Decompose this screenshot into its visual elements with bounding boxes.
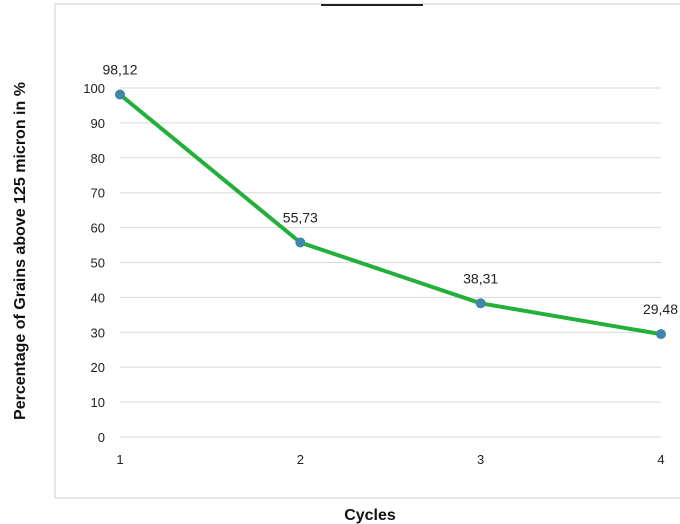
y-tick-label: 0: [98, 430, 105, 445]
data-point: [295, 237, 306, 248]
x-tick-label: 3: [477, 452, 484, 467]
x-axis-title: Cycles: [344, 507, 396, 524]
series-group: 98,12 55,73 38,31 29,48: [102, 62, 678, 340]
y-tick-label: 90: [91, 116, 105, 131]
y-axis-ticks: 0 10 20 30 40 50 60 70 80 90 100: [83, 81, 105, 445]
y-tick-label: 80: [91, 151, 105, 166]
y-tick-label: 30: [91, 325, 105, 340]
data-point: [656, 329, 666, 340]
y-tick-label: 10: [91, 395, 105, 410]
y-tick-label: 60: [91, 221, 105, 236]
series-line: [118, 92, 663, 337]
gridlines: [120, 87, 661, 438]
data-point: [475, 298, 486, 309]
y-tick-label: 100: [83, 81, 105, 96]
x-axis-ticks: 1 2 3 4: [116, 452, 664, 467]
x-tick-label: 4: [657, 452, 664, 467]
y-tick-label: 20: [91, 360, 105, 375]
data-label: 29,48: [643, 301, 678, 317]
data-label: 98,12: [102, 62, 137, 78]
y-tick-label: 70: [91, 186, 105, 201]
data-label: 55,73: [283, 210, 318, 226]
data-label: 38,31: [463, 270, 498, 286]
y-axis-title: Percentage of Grains above 125 micron in…: [12, 82, 29, 420]
chart-frame: [54, 3, 680, 499]
y-tick-label: 50: [91, 256, 105, 271]
x-tick-label: 2: [297, 452, 304, 467]
y-tick-label: 40: [91, 290, 105, 305]
data-point: [115, 89, 125, 100]
x-tick-label: 1: [116, 452, 123, 467]
